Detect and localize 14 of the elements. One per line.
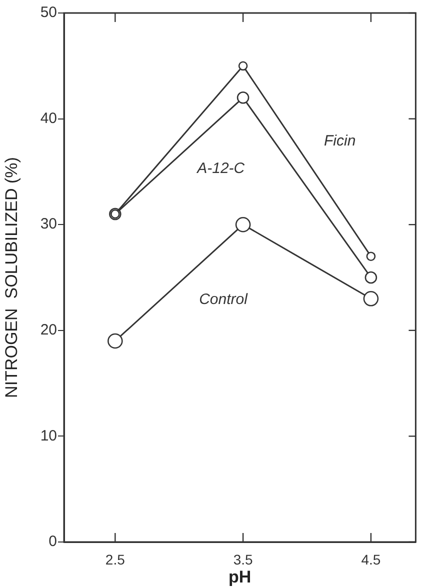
y-tick-label: 10 <box>40 427 57 444</box>
y-tick-label: 20 <box>40 322 57 339</box>
series-label: Control <box>199 290 248 308</box>
y-tick-label: 50 <box>40 4 57 22</box>
x-tick-label: 3.5 <box>233 551 253 568</box>
x-axis-title: pH <box>228 567 252 586</box>
y-tick-label: 0 <box>48 533 57 550</box>
x-tick-label: 2.5 <box>105 551 126 568</box>
x-tick-label: 4.5 <box>361 551 381 568</box>
y-tick-label: 30 <box>40 216 57 233</box>
series-label: A-12-C <box>196 160 245 177</box>
series-label: Ficin <box>324 132 356 150</box>
y-axis-title: NITROGEN SOLUBILIZED (%) <box>2 157 21 398</box>
y-tick-label: 40 <box>40 110 57 127</box>
